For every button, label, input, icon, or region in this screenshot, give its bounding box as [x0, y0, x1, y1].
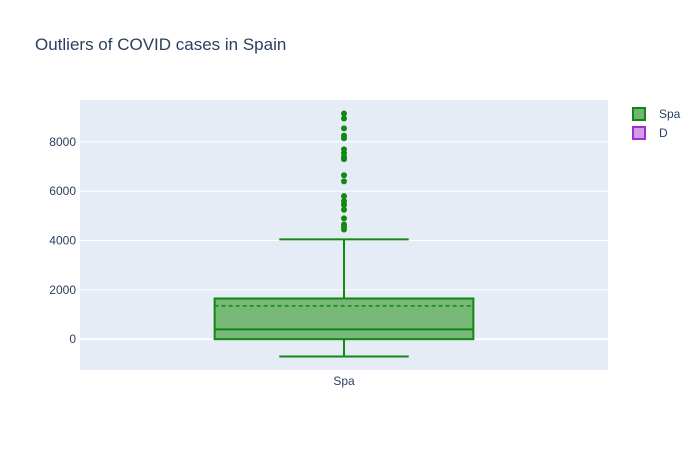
y-axis-ticks: 0 2000 4000 6000 8000	[49, 135, 76, 346]
y-tick-label: 2000	[49, 283, 76, 297]
outlier-point	[341, 125, 347, 132]
legend-item[interactable]: D	[632, 126, 668, 140]
legend-swatch	[632, 126, 646, 140]
outlier-point	[341, 221, 347, 228]
outlier-point	[341, 132, 347, 139]
outlier-point	[341, 172, 347, 179]
y-tick-label: 4000	[49, 234, 76, 248]
box-series	[213, 110, 475, 358]
outlier-point	[341, 215, 347, 222]
legend-label: D	[659, 126, 668, 140]
box-iqr	[213, 297, 475, 341]
outlier-point	[341, 115, 347, 122]
outlier-point	[341, 193, 347, 200]
outlier-point	[341, 110, 347, 117]
outlier-point	[341, 206, 347, 213]
chart-title: Outliers of COVID cases in Spain	[35, 35, 286, 54]
box-trace[interactable]	[213, 110, 475, 358]
outlier-point	[341, 198, 347, 205]
x-axis-ticks: Spa	[333, 374, 355, 388]
y-tick-label: 6000	[49, 184, 76, 198]
x-tick-label: Spa	[333, 374, 355, 388]
y-tick-label: 0	[69, 332, 76, 346]
legend-swatch	[632, 107, 646, 121]
legend-item[interactable]: Spa	[632, 107, 681, 121]
legend[interactable]: Spa D	[632, 107, 681, 140]
y-tick-label: 8000	[49, 135, 76, 149]
legend-label: Spa	[659, 107, 681, 121]
outlier-point	[341, 178, 347, 185]
outlier-point	[341, 146, 347, 153]
